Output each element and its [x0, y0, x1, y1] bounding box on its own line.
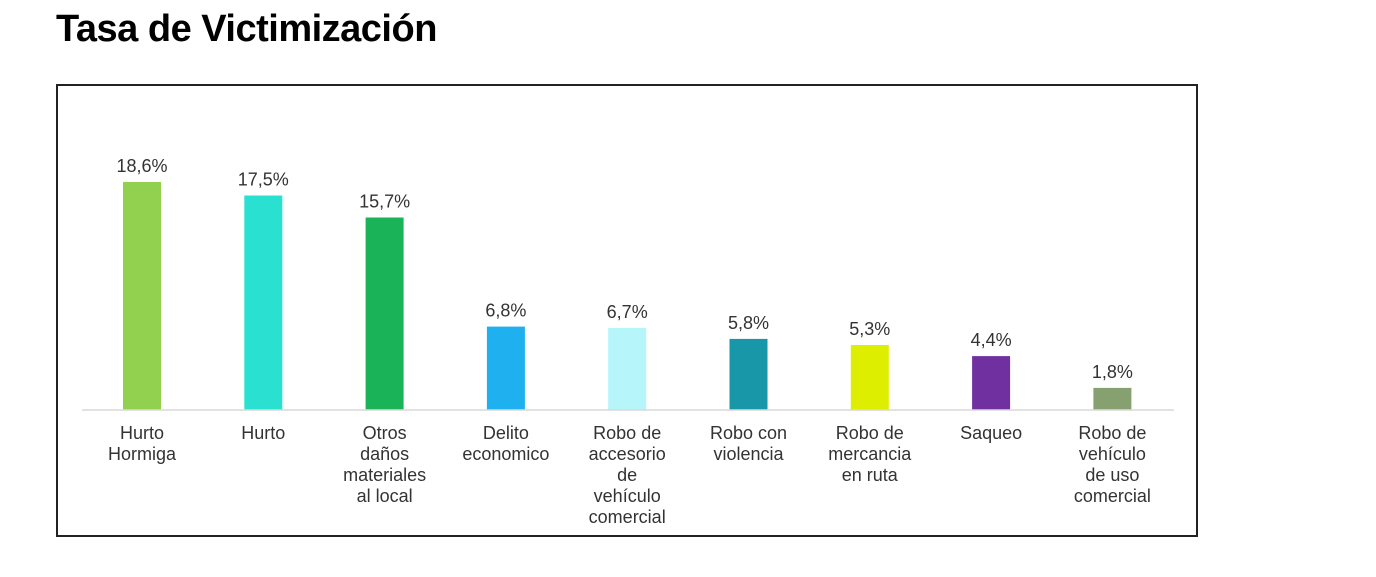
value-label-0: 18,6% — [116, 156, 167, 176]
bar-6 — [850, 345, 889, 410]
bar-4 — [608, 327, 647, 410]
category-label-5-line-0: Robo con — [710, 423, 787, 443]
bar-2 — [365, 217, 404, 410]
category-label-4-line-1: accesorio — [589, 444, 666, 464]
category-label-2-line-3: al local — [357, 486, 413, 506]
bar-7 — [972, 356, 1011, 410]
value-label-6: 5,3% — [849, 319, 890, 339]
category-label-6-line-0: Robo de — [836, 423, 904, 443]
chart-title: Tasa de Victimización — [56, 8, 437, 50]
bar-3 — [486, 326, 525, 410]
category-label-3-line-0: Delito — [483, 423, 529, 443]
value-label-4: 6,7% — [607, 302, 648, 322]
category-label-0-line-1: Hormiga — [108, 444, 177, 464]
bar-5 — [729, 338, 768, 410]
value-label-7: 4,4% — [971, 330, 1012, 350]
category-label-1-line-0: Hurto — [241, 423, 285, 443]
category-label-8-line-1: vehículo — [1079, 444, 1146, 464]
value-label-8: 1,8% — [1092, 362, 1133, 382]
category-label-3-line-1: economico — [462, 444, 549, 464]
category-label-7-line-0: Saqueo — [960, 423, 1022, 443]
category-label-8-line-2: de uso — [1085, 465, 1139, 485]
category-label-4-line-0: Robo de — [593, 423, 661, 443]
category-label-4-line-2: de — [617, 465, 637, 485]
value-label-3: 6,8% — [485, 301, 526, 321]
value-label-2: 15,7% — [359, 192, 410, 212]
category-label-8-line-3: comercial — [1074, 486, 1151, 506]
category-label-8-line-0: Robo de — [1078, 423, 1146, 443]
bars-group — [123, 182, 1132, 410]
category-label-2-line-1: daños — [360, 444, 409, 464]
bar-8 — [1093, 387, 1132, 410]
category-label-2-line-2: materiales — [343, 465, 426, 485]
category-label-2-line-0: Otros — [363, 423, 407, 443]
category-label-4-line-4: comercial — [589, 507, 666, 527]
category-label-5-line-1: violencia — [713, 444, 784, 464]
value-label-1: 17,5% — [238, 170, 289, 190]
bar-1 — [244, 195, 283, 410]
category-label-0-line-0: Hurto — [120, 423, 164, 443]
category-label-6-line-2: en ruta — [842, 465, 899, 485]
category-label-4-line-3: vehículo — [594, 486, 661, 506]
bar-0 — [123, 182, 161, 410]
category-label-6-line-1: mercancia — [828, 444, 912, 464]
chart-frame — [56, 84, 1198, 537]
value-labels-group: 18,6% 17,5% 15,7% 6,8% 6,7% 5,8% 5,3% 4,4% 1,8% — [116, 156, 1132, 382]
value-label-5: 5,8% — [728, 313, 769, 333]
